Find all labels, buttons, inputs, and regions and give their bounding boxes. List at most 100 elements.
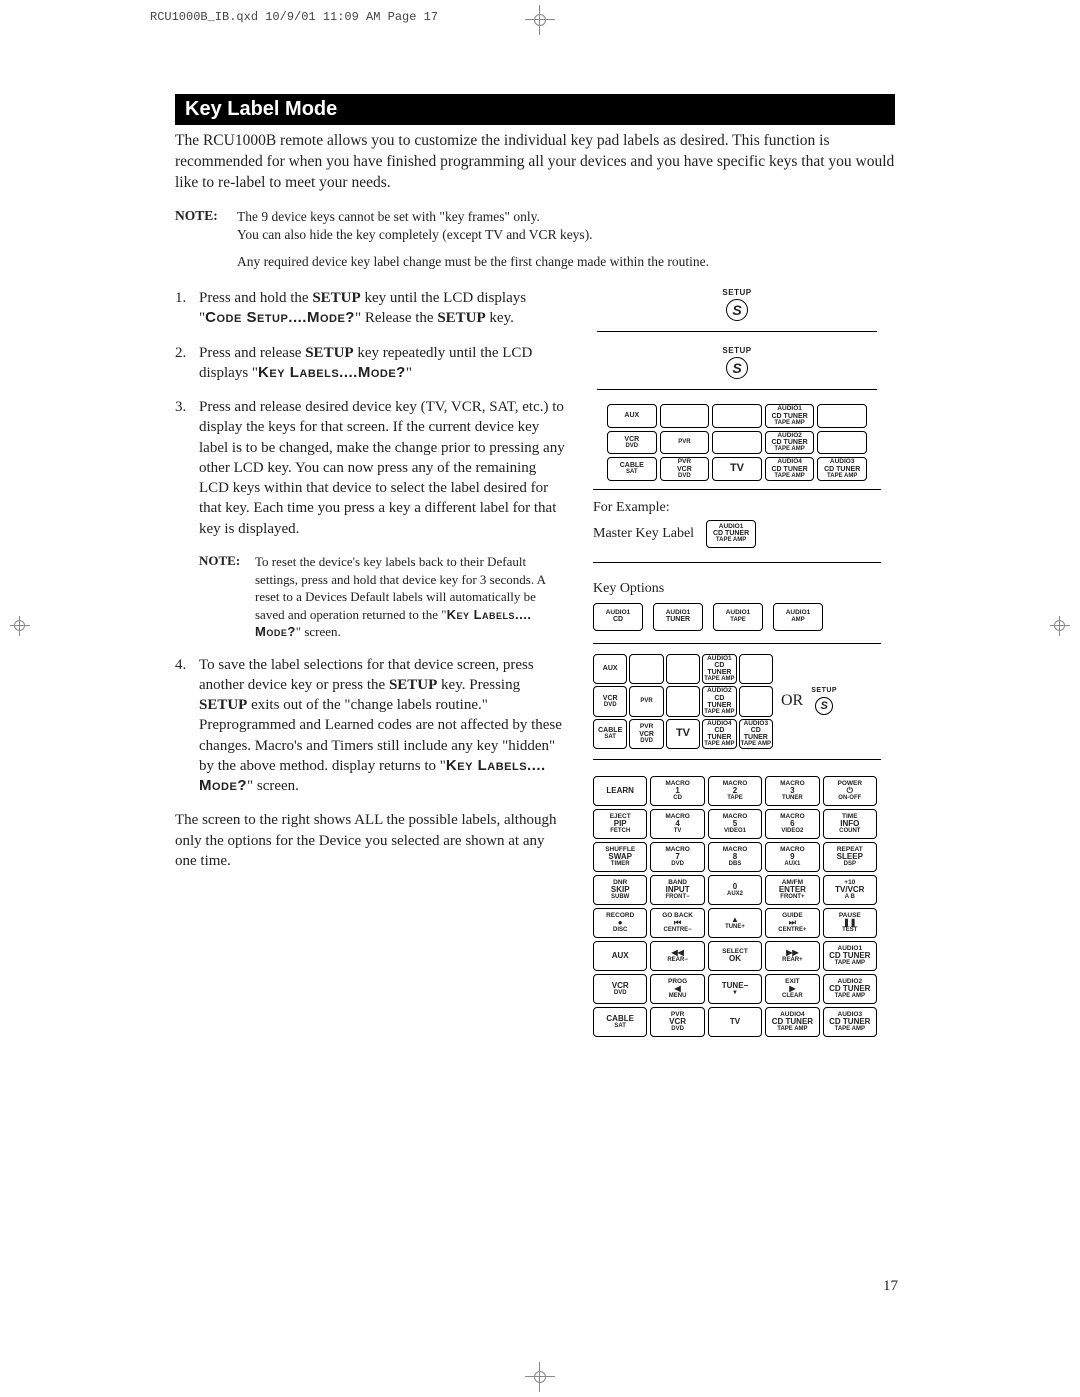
remote-key: CABLESAT xyxy=(593,1007,647,1037)
t: " screen. xyxy=(296,624,341,639)
remote-key: AUDIO1CD TUNERTAPE AMP xyxy=(823,941,877,971)
remote-key: AUDIO1TAPE xyxy=(713,603,763,631)
t: SETUP xyxy=(437,310,485,326)
setup-icon: S xyxy=(815,697,833,715)
remote-key xyxy=(712,404,762,428)
cluster-or-row: AUXAUDIO1CD TUNERTAPE AMPVCRDVDPVRAUDIO2… xyxy=(593,654,881,761)
remote-key: GUIDE⏭CENTRE+ xyxy=(765,908,819,938)
remote-key: +10TV/VCRA B xyxy=(823,875,877,905)
device-key-cluster: AUXAUDIO1CD TUNERTAPE AMPVCRDVDPVRAUDIO2… xyxy=(593,404,881,490)
remote-key xyxy=(666,654,700,685)
remote-key: AUDIO2CD TUNERTAPE AMP xyxy=(765,431,815,455)
remote-key: AUDIO1CD TUNERTAPE AMP xyxy=(702,654,736,685)
setup-icon: S xyxy=(726,299,748,321)
note-body: The 9 device keys cannot be set with "ke… xyxy=(237,208,895,244)
t: " xyxy=(406,365,412,381)
setup-label: SETUP xyxy=(597,346,877,355)
remote-key xyxy=(666,686,700,717)
section-title: Key Label Mode xyxy=(175,94,895,125)
remote-key: TUNE−▼ xyxy=(708,974,762,1004)
remote-key: GO BACK⏮CENTRE− xyxy=(650,908,704,938)
t: SETUP xyxy=(312,290,360,306)
key-options-label: Key Options xyxy=(593,581,887,597)
remote-key: EJECTPIPFETCH xyxy=(593,809,647,839)
remote-key: AUDIO1TUNER xyxy=(653,603,703,631)
t: SETUP xyxy=(389,677,437,693)
remote-key: MACRO7DVD xyxy=(650,842,704,872)
step-3: 3. Press and release desired device key … xyxy=(175,397,565,539)
t: key. xyxy=(486,310,514,326)
remote-key: MACRO5VIDEO1 xyxy=(708,809,762,839)
note-line1: The 9 device keys cannot be set with "ke… xyxy=(237,209,540,224)
file-meta: RCU1000B_IB.qxd 10/9/01 11:09 AM Page 17 xyxy=(150,10,438,24)
setup-figure-2: SETUP S xyxy=(597,346,877,390)
remote-key: DNRSKIPSUBW xyxy=(593,875,647,905)
note-block: NOTE: The 9 device keys cannot be set wi… xyxy=(175,208,895,244)
remote-key: CABLESAT xyxy=(607,457,657,481)
master-key-row: Master Key Label AUDIO1CD TUNERTAPE AMP xyxy=(593,520,881,563)
t: SETUP xyxy=(305,345,353,361)
remote-key: REPEATSLEEPDSP xyxy=(823,842,877,872)
remote-key: AUDIO3CD TUNERTAPE AMP xyxy=(817,457,867,481)
remote-key: BANDINPUTFRONT− xyxy=(650,875,704,905)
remote-key: AUDIO1CD xyxy=(593,603,643,631)
inner-note: NOTE: To reset the device's key labels b… xyxy=(199,553,565,641)
remote-key: TV xyxy=(708,1007,762,1037)
remote-key: AUDIO4CD TUNERTAPE AMP xyxy=(765,1007,819,1037)
page-number: 17 xyxy=(883,1278,898,1295)
remote-key: AUDIO1AMP xyxy=(773,603,823,631)
registration-mark-right xyxy=(1050,616,1070,636)
remote-key: AUDIO4CD TUNERTAPE AMP xyxy=(765,457,815,481)
full-key-grid: LEARNMACRO1CDMACRO2TAPEMACRO3TUNERPOWER⏻… xyxy=(593,776,877,1037)
remote-key: TV xyxy=(712,457,762,481)
remote-key: MACRO6VIDEO2 xyxy=(765,809,819,839)
registration-mark-bottom xyxy=(525,1362,555,1392)
remote-key: AM/FMENTERFRONT+ xyxy=(765,875,819,905)
remote-key xyxy=(629,654,663,685)
setup-mini: SETUP S xyxy=(811,687,837,715)
step-4: 4. To save the label selections for that… xyxy=(175,655,565,797)
remote-key: AUX xyxy=(607,404,657,428)
remote-key: LEARN xyxy=(593,776,647,806)
remote-key: AUDIO3CD TUNERTAPE AMP xyxy=(823,1007,877,1037)
remote-key: RECORD●DISC xyxy=(593,908,647,938)
remote-key: VCRDVD xyxy=(607,431,657,455)
remote-key: CABLESAT xyxy=(593,719,627,750)
remote-key xyxy=(739,686,773,717)
t: Press and hold the xyxy=(199,290,312,306)
remote-key: MACRO8DBS xyxy=(708,842,762,872)
t: " screen. xyxy=(247,778,299,794)
remote-key: 0AUX2 xyxy=(708,875,762,905)
closing-paragraph: The screen to the right shows ALL the po… xyxy=(175,810,565,871)
left-column: 1. Press and hold the SETUP key until th… xyxy=(175,288,565,1037)
remote-key: EXIT▶CLEAR xyxy=(765,974,819,1004)
remote-key: AUDIO2CD TUNERTAPE AMP xyxy=(702,686,736,717)
remote-key: VCRDVD xyxy=(593,974,647,1004)
step-1: 1. Press and hold the SETUP key until th… xyxy=(175,288,565,329)
t: key. Pressing xyxy=(437,677,520,693)
remote-key: TV xyxy=(666,719,700,750)
step-2: 2. Press and release SETUP key repeatedl… xyxy=(175,343,565,384)
remote-key: ◀◀REAR− xyxy=(650,941,704,971)
note-label: NOTE: xyxy=(175,208,237,244)
remote-key: AUDIO1CD TUNERTAPE AMP xyxy=(706,520,756,548)
remote-key: AUDIO2CD TUNERTAPE AMP xyxy=(823,974,877,1004)
right-column: SETUP S SETUP S AUXAUDIO1CD TUNERTAPE AM… xyxy=(587,288,887,1037)
remote-key: MACRO9AUX1 xyxy=(765,842,819,872)
remote-key xyxy=(817,404,867,428)
remote-key: MACRO1CD xyxy=(650,776,704,806)
remote-key: PVR xyxy=(629,686,663,717)
registration-mark-top xyxy=(525,5,555,35)
remote-key: AUDIO4CD TUNERTAPE AMP xyxy=(702,719,736,750)
remote-key: AUX xyxy=(593,654,627,685)
key-options-row: AUDIO1CD AUDIO1TUNER AUDIO1TAPE AUDIO1AMP xyxy=(593,603,881,644)
setup-label: SETUP xyxy=(597,288,877,297)
for-example-label: For Example: xyxy=(593,500,887,516)
master-key-label: Master Key Label xyxy=(593,526,694,542)
remote-key: MACRO4TV xyxy=(650,809,704,839)
note-extra: Any required device key label change mus… xyxy=(237,254,895,270)
remote-key: SHUFFLESWAPTIMER xyxy=(593,842,647,872)
note-line2: You can also hide the key completely (ex… xyxy=(237,227,593,242)
setup-figure-1: SETUP S xyxy=(597,288,877,332)
lcd-text: Key Labels....Mode? xyxy=(258,364,406,381)
